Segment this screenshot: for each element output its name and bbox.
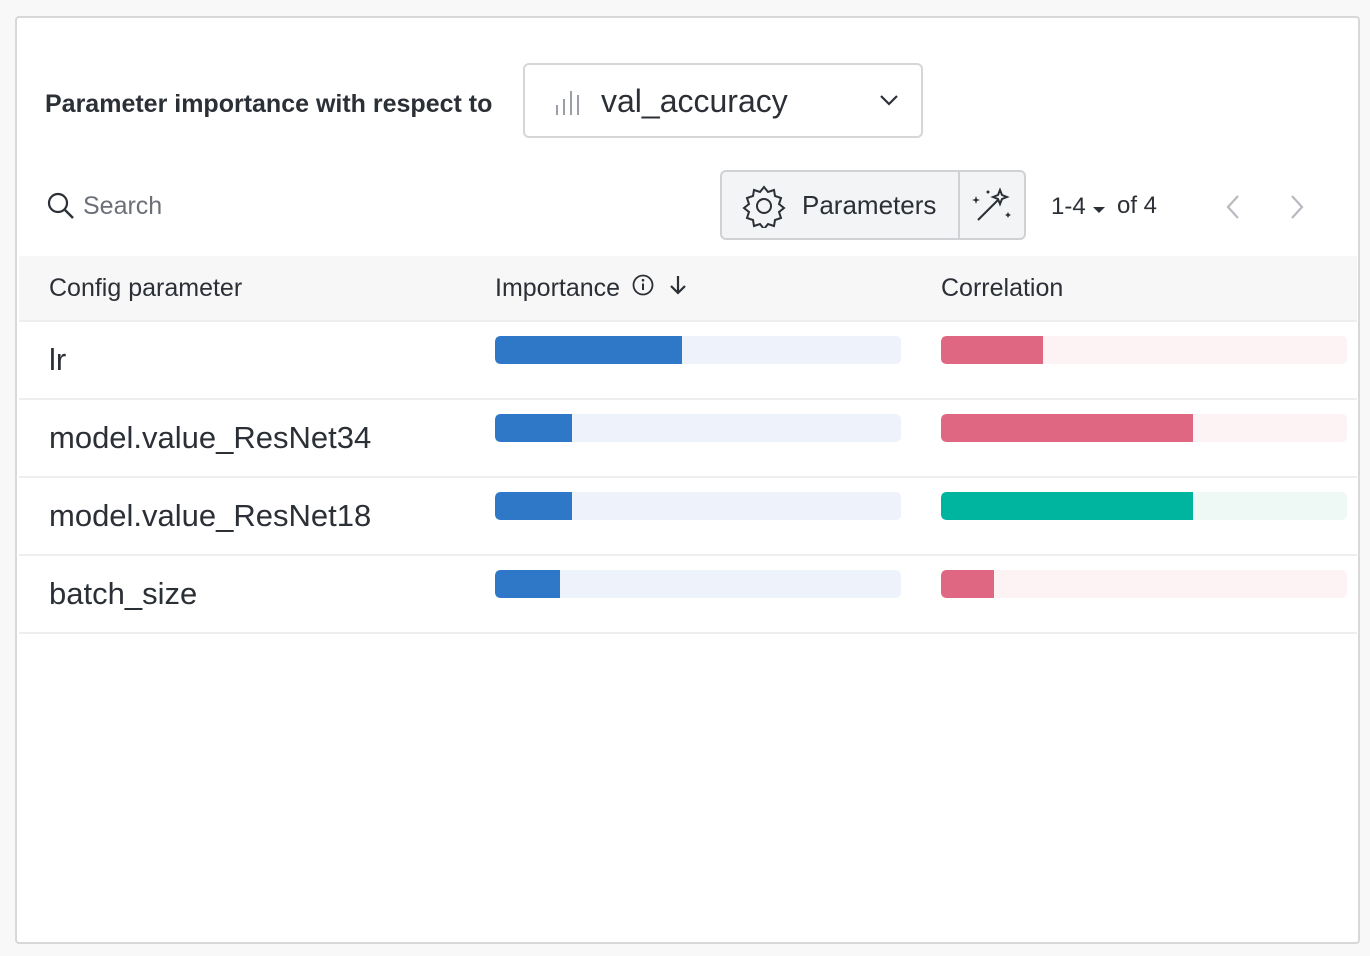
param-name: batch_size [49,576,198,611]
sort-descending-icon[interactable] [668,274,688,303]
parameter-importance-panel: Parameter importance with respect to val… [15,16,1360,944]
panel-title: Parameter importance with respect to [45,90,493,118]
importance-bar-fill [495,336,682,364]
param-name: model.value_ResNet34 [49,420,372,455]
search-input[interactable]: Search [45,186,345,226]
column-header-config-label: Config parameter [49,274,243,302]
param-name: lr [49,342,67,377]
parameters-button[interactable]: Parameters [722,172,960,238]
chevron-left-icon[interactable] [1225,194,1241,225]
parameters-label: Parameters [802,190,937,220]
info-icon[interactable] [632,274,654,303]
table-row[interactable]: lr [19,322,1357,400]
page-range-label: 1-4 [1051,193,1086,220]
correlation-bar-fill [941,492,1193,520]
table-header: Config parameter Importance [19,256,1357,322]
column-header-importance-label: Importance [495,274,621,302]
table-body: lr model.value_ResNet34 model.value_ResNet… [19,322,1357,634]
correlation-bar-fill [941,570,994,598]
column-header-correlation[interactable]: Correlation [941,274,1063,303]
table-row[interactable]: model.value_ResNet34 [19,400,1357,478]
importance-bar [495,570,901,598]
importance-bar [495,492,901,520]
page-range-select[interactable]: 1-4 [1051,192,1106,222]
importance-bar [495,414,901,442]
table-row[interactable]: batch_size [19,556,1357,634]
search-icon [47,192,75,225]
gear-icon [742,184,786,233]
correlation-bar [941,336,1347,364]
metric-select[interactable]: val_accuracy [523,63,923,138]
importance-bar-fill [495,492,573,520]
magic-wand-icon [970,184,1014,233]
importance-bar [495,336,901,364]
param-name: model.value_ResNet18 [49,498,372,533]
magic-wand-button[interactable] [960,172,1024,238]
column-header-correlation-label: Correlation [941,274,1064,302]
page-total: of 4 [1117,192,1158,219]
correlation-bar-fill [941,414,1193,442]
search-placeholder: Search [83,192,163,220]
importance-bar-fill [495,570,560,598]
parameters-button-group: Parameters [720,170,1026,240]
correlation-bar [941,414,1347,442]
metric-value: val_accuracy [601,83,788,119]
chevron-down-icon [879,93,899,112]
bar-chart-icon [555,87,581,122]
column-header-importance[interactable]: Importance [495,274,688,303]
chevron-right-icon[interactable] [1289,194,1305,225]
correlation-bar-fill [941,336,1043,364]
table-row[interactable]: model.value_ResNet18 [19,478,1357,556]
caret-down-icon [1092,194,1106,222]
correlation-bar [941,570,1347,598]
importance-bar-fill [495,414,573,442]
correlation-bar [941,492,1347,520]
importance-table: Config parameter Importance [19,256,1357,634]
column-header-config[interactable]: Config parameter [49,274,242,303]
